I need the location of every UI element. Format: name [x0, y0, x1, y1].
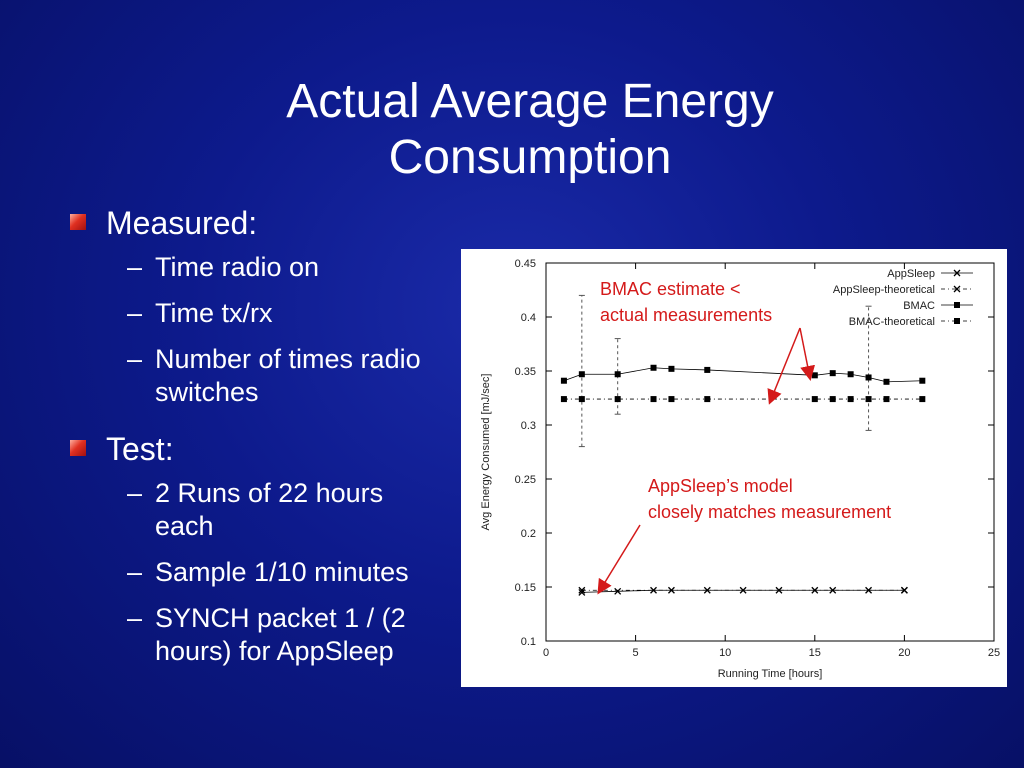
y-tick-label: 0.15 [515, 582, 536, 594]
data-point [847, 396, 854, 403]
sub-bullet: – Time tx/rx [127, 297, 440, 330]
data-point [578, 371, 585, 378]
appsleep-annotation-line-1: AppSleep’s model [648, 476, 793, 496]
data-point [865, 396, 872, 403]
data-point [900, 586, 908, 594]
x-axis-label: Running Time [hours] [718, 668, 823, 680]
sub-bullet-text: Time tx/rx [155, 298, 273, 328]
data-point [829, 370, 836, 377]
bullet-test: Test: [70, 431, 440, 467]
title-line-2: Consumption [388, 131, 672, 184]
bullet-list: Measured: – Time radio on – Time tx/rx – Nu… [70, 205, 440, 681]
data-point [865, 374, 872, 381]
sub-bullet-text: Sample 1/10 minutes [155, 557, 409, 587]
bullet-label: Measured: [106, 205, 258, 241]
dash-icon: – [127, 252, 143, 282]
bullet-square-icon [70, 440, 86, 456]
data-point [811, 396, 818, 403]
sub-bullet: – Time radio on [127, 251, 440, 284]
x-tick-label: 20 [898, 647, 910, 659]
dash-icon: – [127, 478, 143, 508]
legend-marker [954, 318, 960, 324]
x-tick-label: 5 [633, 647, 639, 659]
y-tick-label: 0.3 [521, 420, 536, 432]
data-point [578, 396, 585, 403]
sub-bullet: –2 Runs of 22 hours each [127, 477, 440, 543]
sub-bullet-text: Number of times radio switches [155, 344, 421, 407]
data-point [560, 377, 567, 384]
data-point [829, 586, 837, 594]
bullet-square-icon [70, 214, 86, 230]
sub-bullet: – Sample 1/10 minutes [127, 556, 440, 589]
y-tick-label: 0.4 [521, 312, 536, 324]
data-point [650, 586, 657, 594]
y-axis-label: Avg Energy Consumed [mJ/sec] [480, 374, 492, 531]
data-point [560, 396, 567, 403]
data-point [919, 396, 926, 403]
data-point [668, 365, 675, 372]
data-point [703, 586, 711, 594]
bmac-annotation-line-1: BMAC estimate < [600, 279, 741, 299]
appsleep-annotation-line-2: closely matches measurement [648, 502, 892, 522]
x-tick-label: 15 [809, 647, 821, 659]
appsleep-annotation: AppSleep’s model closely matches measure… [648, 473, 891, 525]
x-tick-label: 10 [719, 647, 731, 659]
y-tick-label: 0.25 [515, 474, 536, 486]
dash-icon: – [127, 344, 143, 374]
data-point [919, 377, 926, 384]
sub-bullet-text: 2 Runs of 22 hours each [155, 478, 384, 541]
data-point [614, 371, 621, 378]
title-line-1: Actual Average Energy [286, 75, 774, 128]
dash-icon: – [127, 603, 143, 633]
plot-frame [545, 262, 995, 642]
data-point [883, 396, 890, 403]
legend-marker [954, 302, 960, 308]
sub-bullet-text: Time radio on [155, 252, 320, 282]
legend-label: BMAC [903, 300, 935, 312]
y-tick-label: 0.35 [515, 366, 536, 378]
data-point [704, 396, 711, 403]
bullet-measured: Measured: [70, 205, 440, 241]
y-tick-label: 0.2 [521, 528, 536, 540]
slide-title: Actual Average Energy Consumption [150, 74, 910, 186]
data-point [668, 396, 675, 403]
legend-label: AppSleep-theoretical [833, 284, 935, 296]
bmac-annotation: BMAC estimate < actual measurements [600, 276, 772, 328]
legend-label: BMAC-theoretical [849, 316, 935, 328]
dash-icon: – [127, 557, 143, 587]
sub-bullet: – Number of times radio switches [127, 343, 440, 409]
y-tick-label: 0.45 [515, 258, 536, 270]
data-point [650, 364, 657, 371]
dash-icon: – [127, 298, 143, 328]
data-point [775, 586, 783, 594]
sub-bullet: – SYNCH packet 1 / (2 hours) for AppSleep [127, 602, 440, 668]
x-tick-label: 0 [543, 647, 549, 659]
legend-marker [953, 285, 961, 293]
x-tick-label: 25 [988, 647, 1000, 659]
data-point [650, 396, 657, 403]
bmac-annotation-line-2: actual measurements [600, 305, 773, 325]
data-point [847, 371, 854, 378]
y-tick-label: 0.1 [521, 636, 536, 648]
data-point [614, 396, 621, 403]
legend-marker [953, 269, 961, 277]
data-point [883, 378, 890, 385]
sub-bullet-text: SYNCH packet 1 / (2 hours) for AppSleep [155, 603, 406, 666]
data-point [578, 586, 586, 594]
chart-svg: 0.1 0.15 0.2 0.25 0.3 0.35 0.4 0.45 0 5 10 15 20 25 Ru… [480, 258, 1000, 680]
bullet-label: Test: [106, 431, 174, 467]
data-point [829, 396, 836, 403]
data-point [811, 372, 818, 379]
data-point [704, 366, 711, 373]
legend-label: AppSleep [887, 268, 935, 280]
energy-chart: 0.1 0.15 0.2 0.25 0.3 0.35 0.4 0.45 0 5 10 15 20 25 Ru… [461, 249, 1007, 687]
